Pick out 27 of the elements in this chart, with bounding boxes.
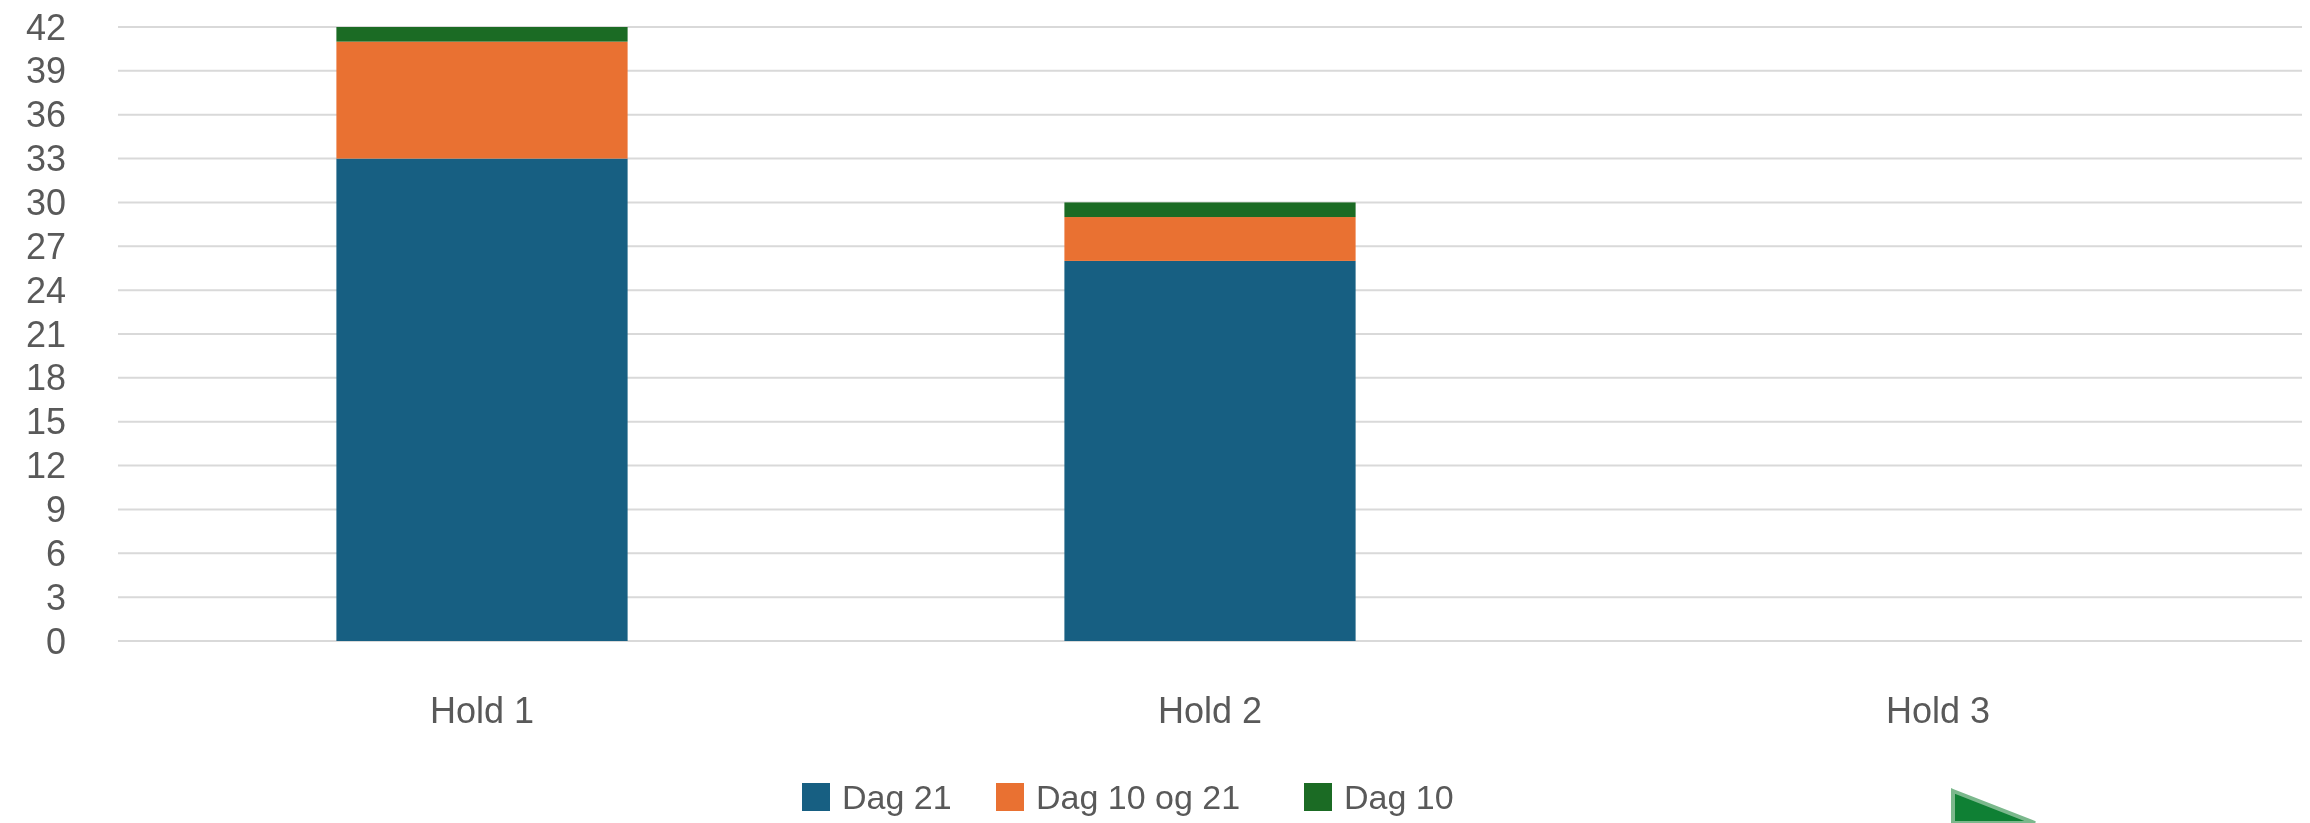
y-tick-label: 18 [25,357,66,399]
y-tick-label: 42 [25,6,66,48]
bar [336,41,628,159]
y-tick-label: 27 [25,225,66,267]
bar [1064,217,1356,261]
y-tick-label: 21 [25,313,66,355]
y-tick-label: 3 [45,576,66,618]
legend-label: Dag 10 [1344,777,1454,816]
bar [1064,202,1356,218]
y-tick-label: 6 [45,532,66,574]
legend-label: Dag 10 og 21 [1036,777,1241,816]
y-tick-label: 0 [45,620,66,662]
y-tick-label: 9 [45,489,66,531]
bar [1064,260,1356,641]
bar [336,158,628,641]
y-tick-label: 36 [25,94,66,136]
y-tick-label: 12 [25,445,66,487]
x-tick-label: Hold 3 [1885,689,1991,731]
legend-label: Dag 21 [842,777,952,816]
y-tick-label: 15 [25,401,66,443]
y-tick-label: 39 [25,50,66,92]
x-tick-label: Hold 1 [429,689,535,731]
bar [336,27,628,42]
y-tick-label: 33 [25,138,66,180]
y-tick-label: 24 [25,269,66,311]
x-tick-label: Hold 2 [1157,689,1263,731]
y-tick-label: 30 [25,182,66,224]
